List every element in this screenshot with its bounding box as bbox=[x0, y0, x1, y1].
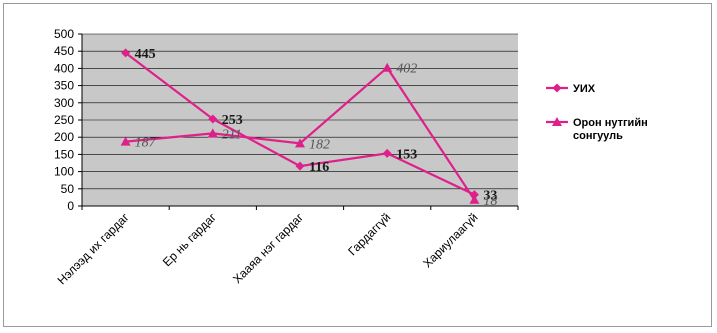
data-point bbox=[295, 138, 305, 148]
data-label: 445 bbox=[135, 47, 156, 62]
y-tick-label: 200 bbox=[54, 130, 74, 144]
y-tick-label: 250 bbox=[54, 113, 74, 127]
y-tick-label: 500 bbox=[54, 27, 74, 41]
chart-frame: 0 50 100 150 200 250 300 350 400 450 500 Нэлээд их … bbox=[3, 3, 712, 327]
y-tick-label: 150 bbox=[54, 147, 74, 161]
data-point bbox=[469, 194, 480, 204]
series-2: 187 211 182 402 18 bbox=[120, 62, 497, 209]
data-label: 211 bbox=[222, 127, 242, 142]
legend-label: Орон нутгийн сонгууль bbox=[573, 117, 648, 142]
data-point bbox=[120, 136, 131, 146]
y-tick-label: 0 bbox=[67, 199, 74, 213]
data-point bbox=[295, 161, 305, 171]
x-tick-label: Хааяа нэг гардаг bbox=[230, 210, 306, 286]
y-tick-label: 50 bbox=[61, 182, 75, 196]
legend-label: УИХ bbox=[573, 83, 596, 95]
legend: УИХ Орон нутгийн сонгууль bbox=[546, 83, 648, 142]
legend-item: Орон нутгийн сонгууль bbox=[546, 117, 648, 142]
data-point bbox=[207, 128, 218, 138]
data-point bbox=[382, 62, 393, 72]
data-label: 33 bbox=[483, 189, 497, 204]
plot-area: 0 50 100 150 200 250 300 350 400 450 500 Нэлээд их … bbox=[54, 27, 519, 288]
y-tick-label: 300 bbox=[54, 96, 74, 110]
data-label: 402 bbox=[396, 62, 417, 77]
data-label: 182 bbox=[309, 137, 330, 152]
data-label: 116 bbox=[309, 160, 329, 175]
data-label: 253 bbox=[222, 113, 243, 128]
legend-marker bbox=[552, 83, 562, 93]
y-tick-label: 350 bbox=[54, 79, 74, 93]
x-tick-label: Хариулаагүй bbox=[420, 210, 480, 270]
x-tick-label: Ер нь гардаг bbox=[160, 210, 219, 269]
data-point bbox=[121, 48, 131, 58]
series-1: 445 253 116 153 33 bbox=[121, 47, 497, 204]
y-tick-label: 450 bbox=[54, 44, 74, 58]
line-chart: 0 50 100 150 200 250 300 350 400 450 500 Нэлээд их … bbox=[54, 27, 648, 288]
data-point bbox=[382, 148, 392, 158]
data-label: 187 bbox=[135, 136, 157, 151]
x-tick-label: Нэлээд их гардаг bbox=[55, 210, 133, 288]
data-point bbox=[208, 114, 218, 124]
data-label: 153 bbox=[396, 147, 417, 162]
y-tick-label: 100 bbox=[54, 165, 74, 179]
data-label: 18 bbox=[483, 194, 497, 209]
legend-item: УИХ bbox=[546, 83, 596, 95]
y-tick-label: 400 bbox=[54, 61, 74, 75]
legend-marker bbox=[552, 117, 562, 126]
x-tick-label: Гардаггүй bbox=[345, 210, 393, 258]
